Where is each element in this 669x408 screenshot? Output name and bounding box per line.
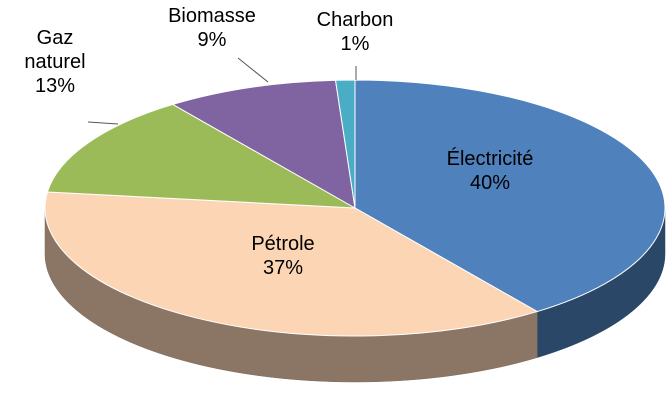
slice (171, 79, 356, 209)
leader-line (237, 57, 269, 83)
slice-label: Gaz naturel (24, 27, 85, 73)
slice-value-label: 37% (263, 257, 303, 279)
label-line: Gaz (37, 27, 74, 49)
slice-value-label: 9% (198, 29, 227, 51)
label-line: naturel (24, 51, 85, 73)
slice (44, 191, 539, 337)
slice (354, 79, 666, 313)
slice-label: Biomasse (168, 5, 256, 27)
slice-label: Pétrole (251, 233, 314, 255)
slice (334, 79, 356, 209)
slice (46, 103, 356, 209)
slice-value-label: 1% (341, 33, 370, 55)
slice-label: Charbon (317, 9, 394, 31)
leader-line (87, 121, 119, 125)
slice-value-label: 40% (470, 172, 510, 194)
slice-label: Électricité (447, 147, 534, 170)
slice-value-label: 13% (35, 75, 75, 97)
